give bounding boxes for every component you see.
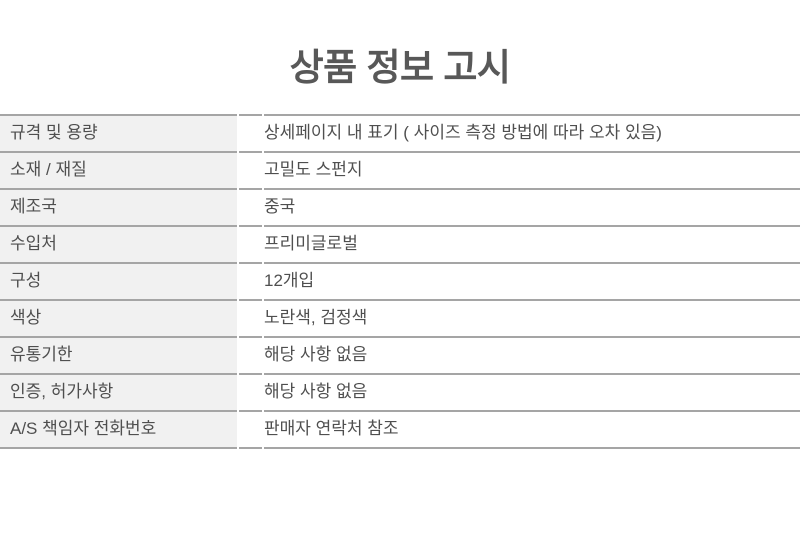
row-value: 중국 (264, 188, 800, 225)
row-label: 제조국 (0, 188, 237, 225)
row-label: 규격 및 용량 (0, 114, 237, 151)
row-label: A/S 책임자 전화번호 (0, 410, 237, 449)
row-label: 유통기한 (0, 336, 237, 373)
column-spacer (239, 262, 262, 299)
table-row: A/S 책임자 전화번호 판매자 연락처 참조 (0, 410, 800, 449)
row-value: 12개입 (264, 262, 800, 299)
row-label: 구성 (0, 262, 237, 299)
column-spacer (239, 336, 262, 373)
row-label: 인증, 허가사항 (0, 373, 237, 410)
table-row: 인증, 허가사항 해당 사항 없음 (0, 373, 800, 410)
column-spacer (239, 225, 262, 262)
table-row: 유통기한 해당 사항 없음 (0, 336, 800, 373)
table-row: 색상 노란색, 검정색 (0, 299, 800, 336)
column-spacer (239, 151, 262, 188)
table-row: 소재 / 재질 고밀도 스펀지 (0, 151, 800, 188)
row-label: 수입처 (0, 225, 237, 262)
table-row: 제조국 중국 (0, 188, 800, 225)
product-info-table: 규격 및 용량 상세페이지 내 표기 ( 사이즈 측정 방법에 따라 오차 있음… (0, 114, 800, 449)
table-row: 구성 12개입 (0, 262, 800, 299)
row-label: 색상 (0, 299, 237, 336)
row-value: 고밀도 스펀지 (264, 151, 800, 188)
row-value: 판매자 연락처 참조 (264, 410, 800, 449)
table-row: 규격 및 용량 상세페이지 내 표기 ( 사이즈 측정 방법에 따라 오차 있음… (0, 114, 800, 151)
row-value: 해당 사항 없음 (264, 373, 800, 410)
row-value: 상세페이지 내 표기 ( 사이즈 측정 방법에 따라 오차 있음) (264, 114, 800, 151)
page-title: 상품 정보 고시 (289, 47, 511, 88)
row-value: 노란색, 검정색 (264, 299, 800, 336)
column-spacer (239, 373, 262, 410)
row-value: 프리미글로벌 (264, 225, 800, 262)
row-label: 소재 / 재질 (0, 151, 237, 188)
column-spacer (239, 299, 262, 336)
row-value: 해당 사항 없음 (264, 336, 800, 373)
table-row: 수입처 프리미글로벌 (0, 225, 800, 262)
column-spacer (239, 410, 262, 449)
column-spacer (239, 114, 262, 151)
column-spacer (239, 188, 262, 225)
